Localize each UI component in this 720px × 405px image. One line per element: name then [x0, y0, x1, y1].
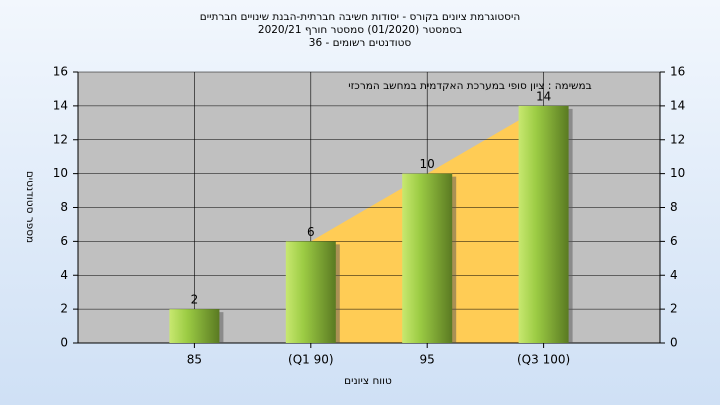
y-axis-label: מספר סטודנטים [24, 171, 36, 243]
y-tick-label: 16 [53, 65, 68, 79]
y2-tick-label: 8 [670, 200, 678, 214]
bar [518, 105, 569, 343]
y-tick-label: 10 [53, 166, 68, 180]
bar [169, 309, 220, 343]
chart-title: היסטוגרמת ציונים בקורס - יסודות חשיבה חב… [200, 11, 520, 23]
y-tick-label: 8 [60, 200, 68, 214]
y-tick-label: 0 [60, 336, 68, 350]
chart-subtitle: בסמסטר (01/2020) סמסטר חורף 2020/21 [258, 24, 462, 36]
data-label: 2 [191, 293, 199, 307]
x-tick-label: 95 [420, 353, 435, 367]
x-tick-label: (Q1 90) [288, 353, 334, 367]
x-tick-label: (Q3 100) [517, 353, 570, 367]
y-tick-label: 4 [60, 268, 68, 282]
y2-tick-label: 0 [670, 336, 678, 350]
y2-tick-label: 2 [670, 302, 678, 316]
y2-tick-label: 16 [670, 65, 685, 79]
data-label: 14 [536, 89, 551, 103]
annotation: במשימה : ציון סופי במערכת האקדמית במחשב … [348, 80, 591, 92]
y-tick-label: 2 [60, 302, 68, 316]
bar [285, 241, 336, 343]
y2-tick-label: 14 [670, 98, 685, 112]
y2-tick-label: 12 [670, 132, 685, 146]
y2-tick-label: 4 [670, 268, 678, 282]
y2-tick-label: 10 [670, 166, 685, 180]
x-tick-label: 85 [187, 353, 202, 367]
data-label: 6 [307, 225, 315, 239]
y-tick-label: 6 [60, 234, 68, 248]
y-tick-label: 12 [53, 132, 68, 146]
y2-tick-label: 6 [670, 234, 678, 248]
bar [402, 173, 453, 343]
chart-subtitle: סטודנטים רשומים - 36 [309, 37, 412, 49]
x-axis-label: טווח ציונים [344, 375, 392, 387]
data-label: 10 [420, 157, 435, 171]
area [194, 241, 311, 343]
y-tick-label: 14 [53, 98, 68, 112]
